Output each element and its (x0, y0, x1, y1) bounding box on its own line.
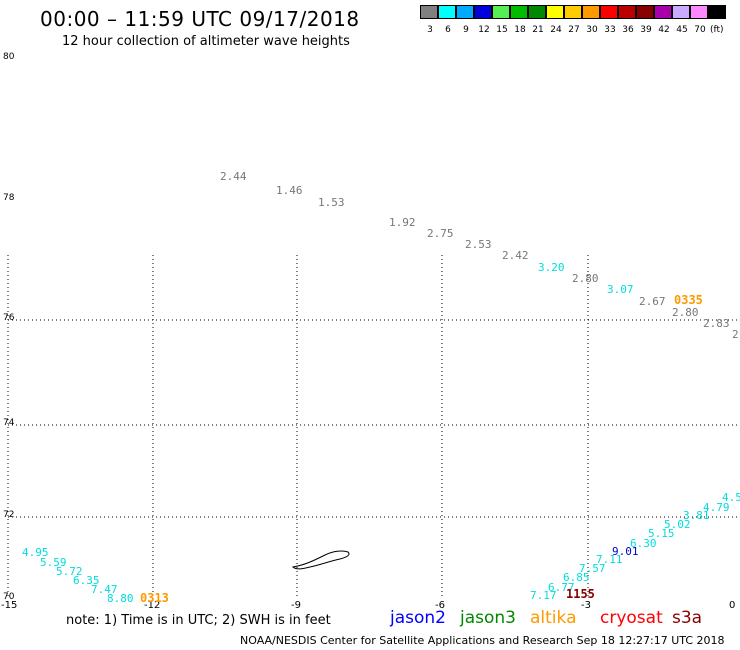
legend-label: 9 (463, 25, 469, 35)
wave-height-value: 2.80 (672, 306, 699, 319)
jan-mayen-island (291, 550, 350, 570)
wave-height-value: 2.75 (427, 227, 454, 240)
legend-swatch (420, 5, 438, 19)
wave-height-value: 3.20 (538, 261, 565, 274)
lat-label-72: 72 (3, 510, 15, 520)
wave-height-value: 3.81 (683, 509, 710, 522)
legend-label: 30 (586, 25, 598, 35)
legend-label: 70 (694, 25, 706, 35)
wave-height-value: 5.15 (648, 527, 675, 540)
wave-height-value: 2.42 (502, 249, 529, 262)
legend-label: 6 (445, 25, 451, 35)
wave-height-value: 8.80 (107, 592, 134, 605)
wave-height-value: 2.83 (703, 317, 730, 330)
legend-label: 15 (496, 25, 508, 35)
lat-label-76: 76 (3, 313, 15, 323)
wave-height-value: 2.80 (572, 272, 599, 285)
time-marker: 1155 (566, 587, 595, 601)
legend-label: 45 (676, 25, 688, 35)
time-marker: 0335 (674, 293, 703, 307)
lon-label-0: 0 (729, 600, 736, 611)
satellite-s3a: s3a (672, 608, 703, 628)
map-subtitle: 12 hour collection of altimeter wave hei… (62, 34, 350, 49)
lon-label-12: -12 (144, 600, 161, 611)
wave-height-value: 9.01 (612, 545, 639, 558)
satellite-altika: altika (530, 608, 577, 628)
wave-height-value: 4.79 (703, 501, 730, 514)
wave-height-value: 7.11 (596, 553, 623, 566)
wave-height-value: 5.02 (664, 518, 691, 531)
wave-height-value: 3.07 (607, 283, 634, 296)
lon-label-15: -15 (1, 600, 18, 611)
legend-label: 18 (514, 25, 526, 35)
legend-label: 36 (622, 25, 634, 35)
satellite-cryosat: cryosat (600, 608, 663, 628)
legend-swatch (618, 5, 636, 19)
legend-swatch (456, 5, 474, 19)
lon-label-6: -6 (435, 600, 445, 611)
wave-height-value: 1.53 (318, 196, 345, 209)
legend-swatch (510, 5, 528, 19)
legend-swatch (708, 5, 726, 19)
wave-height-value: 7.57 (579, 562, 606, 575)
lat-label-80: 80 (3, 52, 15, 62)
legend-label: 42 (658, 25, 670, 35)
legend-label: 12 (478, 25, 490, 35)
wave-height-value: 5.59 (40, 556, 67, 569)
credit-line: NOAA/NESDIS Center for Satellite Applica… (240, 634, 725, 647)
legend-label: 3 (427, 25, 433, 35)
legend-swatch (474, 5, 492, 19)
wave-height-value: 2 (732, 328, 739, 341)
lon-label-9: -9 (291, 600, 301, 611)
wave-height-value: 4.57 (722, 491, 740, 504)
legend-swatch (564, 5, 582, 19)
lat-label-74: 74 (3, 418, 15, 428)
legend-label: 24 (550, 25, 562, 35)
wave-height-value: 6.85 (563, 571, 590, 584)
satellite-jason3: jason3 (460, 608, 516, 628)
satellite-jason2: jason2 (390, 608, 446, 628)
wave-height-value: 6.30 (630, 537, 657, 550)
legend-label: 21 (532, 25, 544, 35)
legend-swatch (528, 5, 546, 19)
wave-height-value: 2.53 (465, 238, 492, 251)
wave-height-value: 7.17 (530, 589, 557, 602)
wave-height-value: 6.77 (548, 581, 575, 594)
legend-swatch (636, 5, 654, 19)
wave-height-value: 5.72 (56, 565, 83, 578)
legend-swatch (600, 5, 618, 19)
lat-label-70: 70 (3, 592, 15, 602)
legend-swatch (438, 5, 456, 19)
legend-swatch (546, 5, 564, 19)
wave-height-value: 7.47 (91, 583, 118, 596)
wave-height-value: 1.92 (389, 216, 416, 229)
wave-height-value: 4.95 (22, 546, 49, 559)
legend-swatch (492, 5, 510, 19)
time-marker: 0313 (140, 591, 169, 605)
lon-label-3: -3 (581, 600, 591, 611)
legend-swatch (690, 5, 708, 19)
legend-label: 27 (568, 25, 580, 35)
wave-height-value: 1.46 (276, 184, 303, 197)
legend-unit: (ft) (710, 25, 724, 35)
color-legend: 3 6 9 12 15 18 21 24 27 30 33 36 39 42 45 70 (ft) (420, 5, 729, 37)
legend-label: 39 (640, 25, 652, 35)
wave-height-value: 6.35 (73, 574, 100, 587)
lat-label-78: 78 (3, 193, 15, 203)
legend-label: 33 (604, 25, 616, 35)
footnote: note: 1) Time is in UTC; 2) SWH is in fe… (66, 613, 331, 628)
wave-height-value: 2.67 (639, 295, 666, 308)
map-title: 00:00 – 11:59 UTC 09/17/2018 (40, 7, 360, 31)
wave-height-value: 2.44 (220, 170, 247, 183)
legend-swatch (582, 5, 600, 19)
legend-swatch (672, 5, 690, 19)
legend-swatch (654, 5, 672, 19)
